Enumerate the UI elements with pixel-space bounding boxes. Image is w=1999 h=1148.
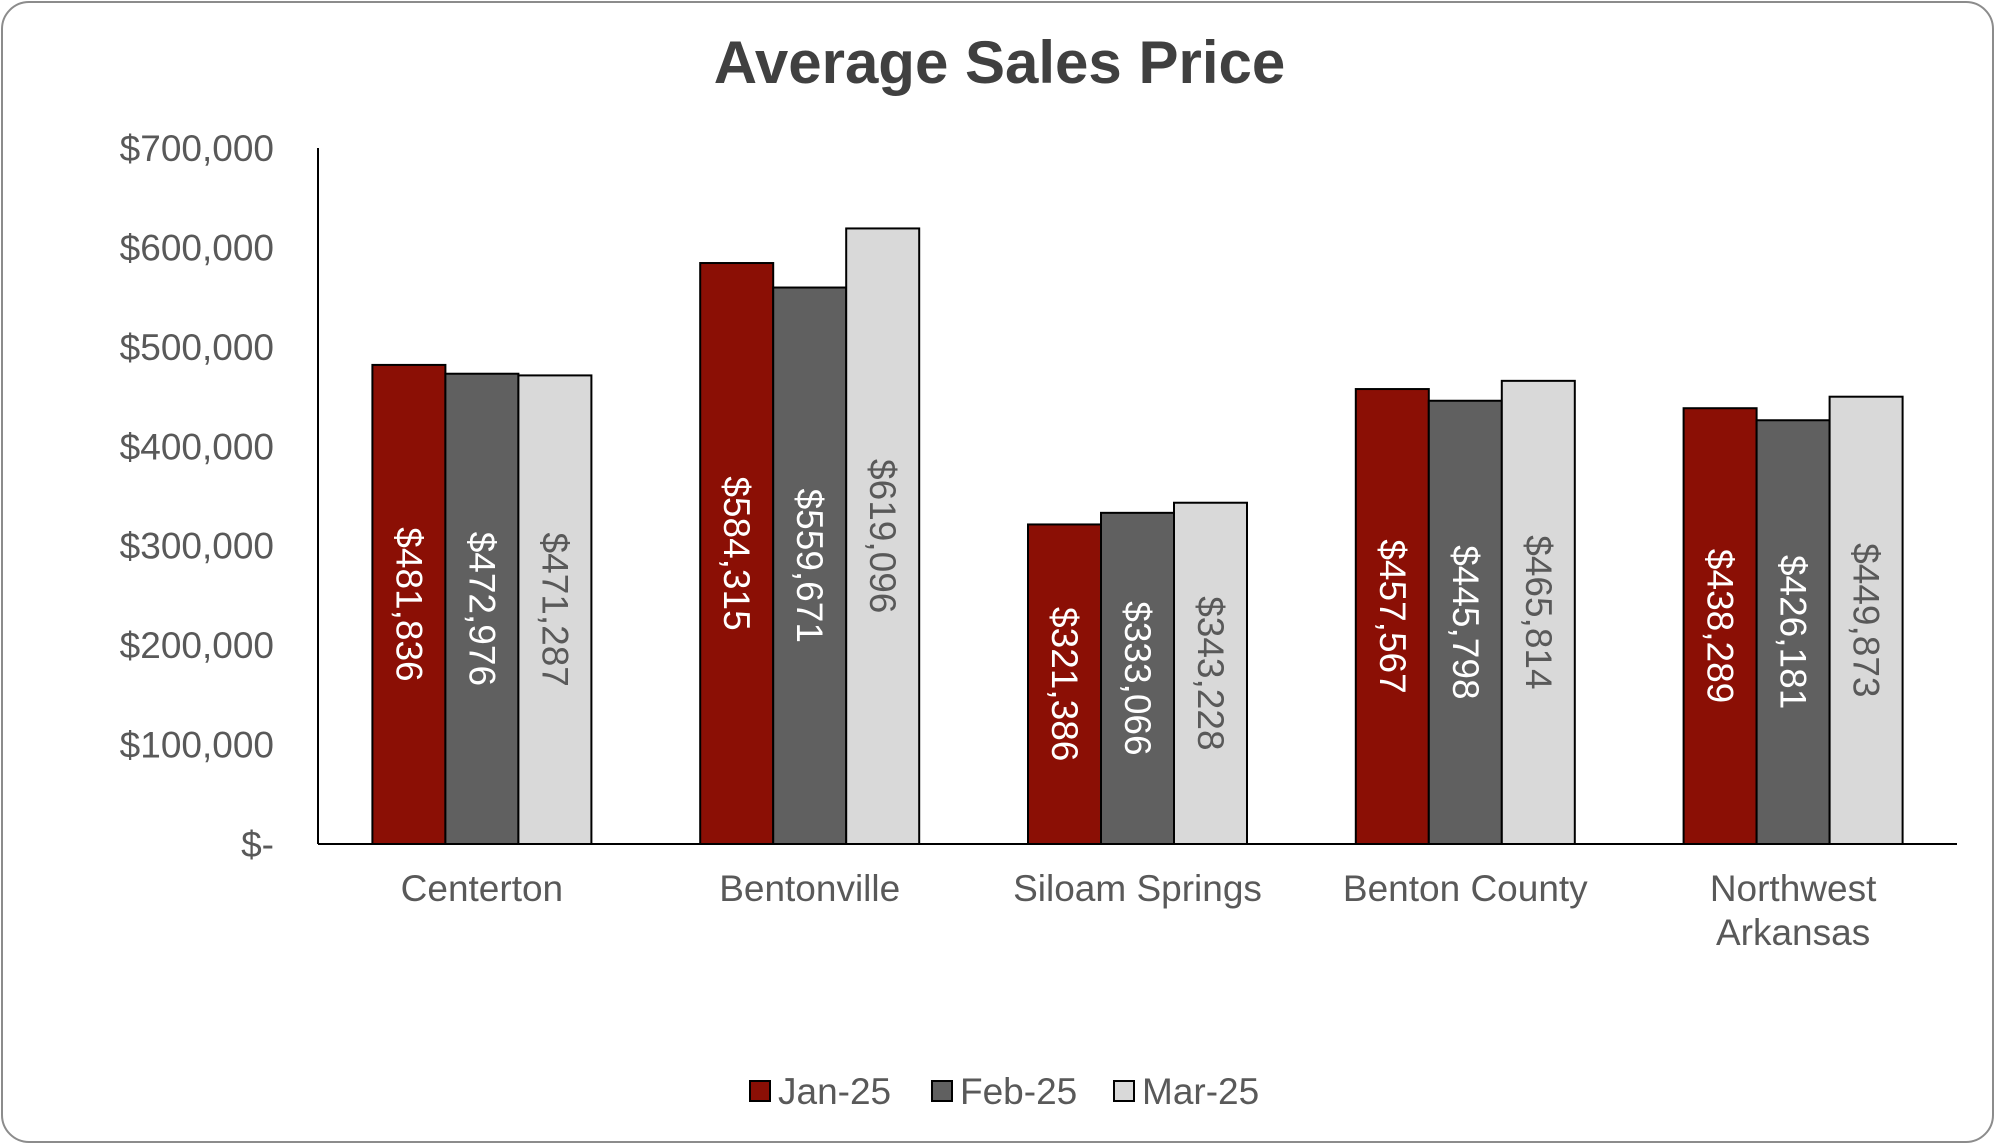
data-label: $465,814: [1518, 535, 1559, 689]
data-label: $471,287: [534, 533, 575, 687]
bar-jan-25: [371, 363, 447, 845]
data-label: $472,976: [461, 532, 502, 686]
data-label: $426,181: [1773, 555, 1814, 709]
data-label: $619,096: [862, 459, 903, 613]
y-tick-label: $400,000: [120, 426, 274, 467]
chart-title: Average Sales Price: [713, 29, 1286, 96]
legend-label: Feb-25: [960, 1071, 1077, 1112]
y-tick-label: $600,000: [120, 227, 274, 268]
x-tick-label: Benton County: [1343, 868, 1588, 909]
bar-mar-25: [1500, 379, 1576, 845]
data-label: $438,289: [1700, 549, 1741, 703]
bar-mar-25: [845, 227, 921, 845]
data-label: $481,836: [388, 527, 429, 681]
legend-label: Mar-25: [1142, 1071, 1259, 1112]
legend-swatch-jan-25: [749, 1080, 771, 1102]
y-tick-label: $500,000: [120, 327, 274, 368]
bar-feb-25: [1427, 399, 1503, 845]
x-tick-label: Arkansas: [1716, 912, 1870, 953]
x-tick-label: Northwest: [1710, 868, 1877, 909]
data-label: $449,873: [1846, 543, 1887, 697]
data-label: $445,798: [1445, 545, 1486, 699]
y-tick-label: $300,000: [120, 526, 274, 567]
bar-feb-25: [772, 286, 848, 846]
x-tick-label: Bentonville: [719, 868, 900, 909]
y-tick-label: $700,000: [120, 128, 274, 169]
data-label: $584,315: [716, 476, 757, 630]
data-label: $333,066: [1117, 601, 1158, 755]
bar-mar-25: [517, 374, 593, 845]
data-label: $457,567: [1372, 539, 1413, 693]
legend-swatch-feb-25: [931, 1080, 953, 1102]
legend-label: Jan-25: [778, 1071, 891, 1112]
bar-mar-25: [1828, 395, 1904, 845]
bar-jan-25: [699, 262, 775, 846]
x-tick-label: Siloam Springs: [1013, 868, 1262, 909]
y-tick-label: $-: [241, 824, 274, 865]
data-label: $343,228: [1190, 596, 1231, 750]
data-label: $321,386: [1044, 607, 1085, 761]
y-tick-label: $100,000: [120, 725, 274, 766]
data-label: $559,671: [789, 489, 830, 643]
legend-swatch-mar-25: [1113, 1080, 1135, 1102]
bar-feb-25: [444, 372, 520, 845]
x-tick-label: Centerton: [401, 868, 564, 909]
bar-feb-25: [1100, 511, 1175, 845]
y-tick-label: $200,000: [120, 625, 274, 666]
bar-mar-25: [1173, 501, 1248, 845]
